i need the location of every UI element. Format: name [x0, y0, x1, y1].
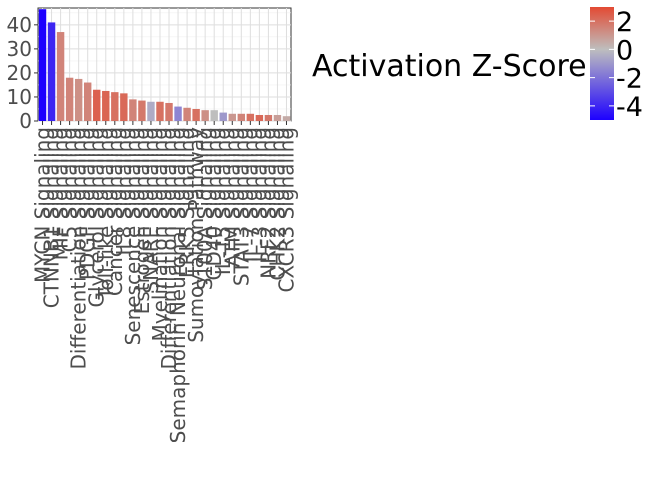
- x-tick-label: Differentiation Signaling: [67, 127, 91, 370]
- bar: [192, 108, 200, 121]
- bar: [156, 101, 164, 121]
- x-tick-label: IL-3 Signaling: [247, 127, 271, 262]
- x-tick-label: CTNNB1 Signaling: [40, 127, 64, 308]
- x-tick-label: NRF2 Signaling: [256, 127, 280, 279]
- x-tick-label: STAT3 Signaling: [229, 127, 253, 286]
- x-tick-label: Senescence Signaling: [121, 127, 145, 345]
- x-tick-label: MIF Signaling: [49, 127, 73, 260]
- x-tick-label: Semaphorin Neuronal Signaling: [166, 127, 190, 443]
- x-tick-label: CD40 Signaling: [202, 127, 226, 281]
- legend-ticks: 20-2-4: [590, 7, 643, 123]
- bar: [147, 101, 155, 121]
- y-tick-label: 0: [19, 109, 32, 133]
- legend-tick-label: -4: [616, 92, 643, 123]
- bar: [74, 78, 83, 121]
- legend-title: Activation Z-Score: [312, 49, 587, 84]
- x-tick-label: SNARE Signaling: [139, 127, 163, 294]
- bar: [219, 112, 227, 121]
- x-tick-label: Myelination Signaling: [148, 127, 172, 341]
- legend-tick-label: -2: [616, 64, 643, 95]
- bar: [56, 32, 65, 121]
- x-tick-label: ERK5 Signaling: [175, 127, 199, 278]
- y-tick-label: 30: [7, 37, 32, 61]
- x-tick-label: Estrogen Signaling: [130, 127, 154, 314]
- x-tick-label: ATM Signaling: [220, 127, 244, 267]
- legend: Activation Z-Score 20-2-4: [312, 7, 643, 123]
- legend-colorbar: [590, 7, 614, 120]
- bar: [246, 113, 255, 121]
- x-tick-label: IL8 Signaling: [112, 127, 136, 256]
- bar: [165, 102, 173, 121]
- bar: [183, 107, 191, 121]
- x-tick-label: Differentiation Signaling: [157, 127, 181, 370]
- bar: [174, 106, 182, 121]
- x-tick-label: IL-15 Signaling: [211, 127, 235, 275]
- bar: [201, 110, 209, 121]
- bar: [255, 114, 264, 121]
- bar: [65, 77, 74, 121]
- x-tick-label: MYCN Signaling: [31, 127, 55, 283]
- x-tick-label: C5 Signaling: [58, 127, 82, 252]
- x-tick-label: Cancer Signaling: [103, 127, 127, 296]
- bar: [83, 82, 92, 121]
- bar: [111, 92, 119, 121]
- x-tick-label: IL-7 Signaling: [238, 127, 262, 262]
- bar: [210, 110, 218, 121]
- legend-tick-label: 2: [616, 7, 633, 38]
- y-tick-label: 20: [7, 61, 32, 85]
- x-tick-label: CXCR3 Signaling: [274, 127, 298, 293]
- x-tick-label: CHK2 Signaling: [265, 127, 289, 281]
- bar: [138, 100, 146, 121]
- bar: [237, 113, 246, 121]
- bar: [93, 89, 101, 121]
- x-tick-label: Glycerol Signaling: [85, 127, 109, 308]
- bar: [38, 9, 47, 122]
- bar: [47, 22, 56, 122]
- y-tick-label: 10: [7, 85, 32, 109]
- x-tick-label: PDGF Signaling: [76, 127, 100, 280]
- bar: [102, 90, 110, 121]
- bar: [282, 116, 291, 121]
- bar: [264, 114, 273, 121]
- legend-tick-label: 0: [616, 35, 633, 66]
- y-tick-label: 40: [7, 13, 32, 37]
- x-tick-label: S100A Signaling: [193, 127, 217, 290]
- bar: [120, 93, 128, 121]
- bar: [273, 114, 282, 121]
- bars: [38, 9, 291, 122]
- bar: [129, 99, 137, 121]
- bar: [228, 113, 236, 121]
- x-tick-label: Sumoylation Pathway: [184, 127, 208, 343]
- x-tick-label: Toll-like Signaling: [94, 127, 118, 300]
